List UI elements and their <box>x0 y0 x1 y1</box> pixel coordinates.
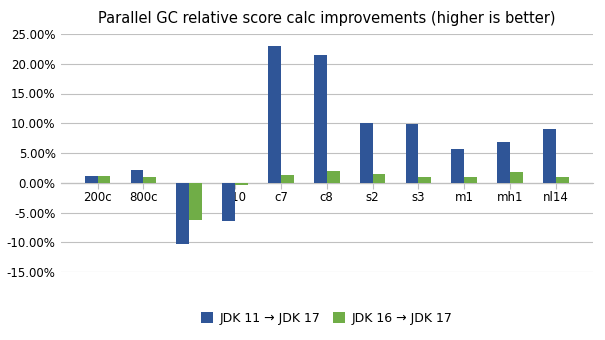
Bar <box>268 46 281 183</box>
Bar <box>419 177 431 183</box>
Bar <box>281 175 293 183</box>
Bar <box>510 172 523 183</box>
Bar <box>97 176 110 183</box>
Title: Parallel GC relative score calc improvements (higher is better): Parallel GC relative score calc improvem… <box>98 11 555 26</box>
Bar <box>543 129 556 183</box>
Bar <box>373 174 385 183</box>
Bar <box>497 142 510 183</box>
Bar <box>177 183 189 244</box>
Bar <box>360 123 373 183</box>
Bar <box>222 183 235 221</box>
Bar <box>327 171 339 183</box>
Bar <box>143 177 156 183</box>
Bar <box>464 177 477 183</box>
Legend: JDK 11 → JDK 17, JDK 16 → JDK 17: JDK 11 → JDK 17, JDK 16 → JDK 17 <box>196 307 457 330</box>
Bar <box>405 124 419 183</box>
Bar <box>314 55 327 183</box>
Bar <box>189 183 202 220</box>
Bar <box>556 177 569 183</box>
Bar <box>451 150 464 183</box>
Bar <box>85 176 97 183</box>
Bar <box>235 183 248 185</box>
Bar <box>131 170 143 183</box>
